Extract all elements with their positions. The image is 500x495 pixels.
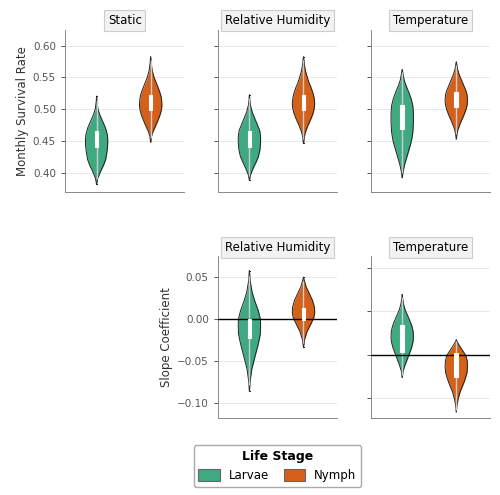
Y-axis label: Slope Coefficient: Slope Coefficient <box>160 288 173 387</box>
Bar <box>454 353 458 377</box>
Bar <box>95 131 98 147</box>
Title: Static: Static <box>108 14 142 27</box>
Bar <box>302 307 306 320</box>
Bar <box>400 104 404 129</box>
Title: Relative Humidity: Relative Humidity <box>225 241 330 254</box>
Bar <box>302 95 306 110</box>
Bar <box>248 319 251 338</box>
Bar <box>454 92 458 106</box>
Bar <box>400 325 404 352</box>
Title: Temperature: Temperature <box>392 14 468 27</box>
Title: Temperature: Temperature <box>392 241 468 254</box>
Bar <box>149 95 152 110</box>
Legend: Larvae, Nymph: Larvae, Nymph <box>194 446 361 487</box>
Title: Relative Humidity: Relative Humidity <box>225 14 330 27</box>
Bar <box>248 131 251 147</box>
Y-axis label: Monthly Survival Rate: Monthly Survival Rate <box>16 46 28 176</box>
